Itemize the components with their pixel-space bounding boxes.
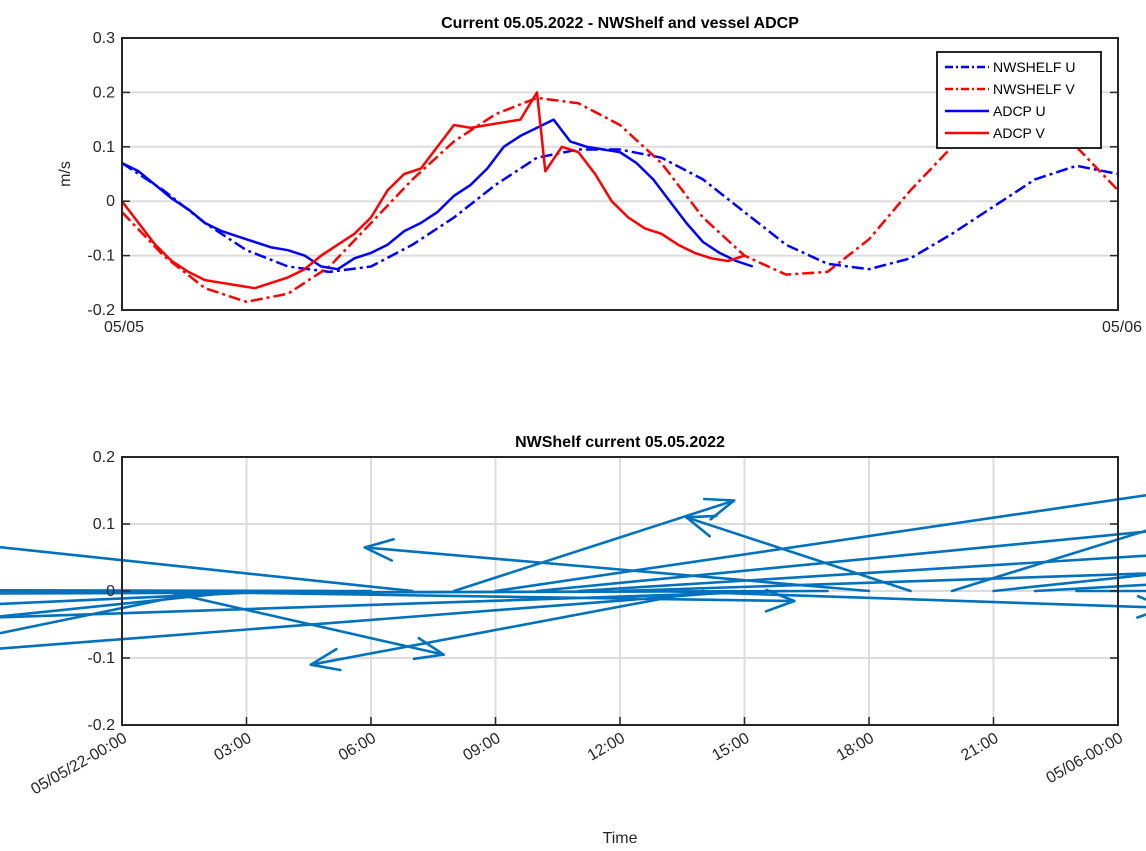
top-legend: NWSHELF U NWSHELF V ADCP U ADCP V: [936, 51, 1102, 149]
top-chart: -0.2 -0.1 0 0.1 0.2 0.3 05/05 05/06 Current 05.…: [57, 15, 1142, 336]
current-vector: [0, 589, 248, 618]
current-vector: [0, 589, 829, 595]
series-line-adcp-v: [121, 91, 745, 290]
current-vector: [992, 573, 1146, 593]
bottom-x-tick-label: 05/05/22-00:00: [28, 730, 130, 799]
bottom-y-tick-label: 0.2: [93, 449, 115, 466]
current-vector: [685, 514, 912, 593]
current-vector: [309, 589, 705, 672]
current-vector: [660, 589, 1146, 619]
current-vector: [0, 589, 373, 593]
bottom-chart: -0.2 -0.1 0 0.1 0.2 05/05/22-00:00 03:00 06:00 0…: [0, 434, 1146, 847]
top-x-tick-label: 05/05: [104, 319, 144, 336]
current-vector: [0, 589, 746, 650]
top-y-tick-label: -0.2: [87, 302, 115, 319]
series-line-nwshelf-u: [121, 148, 1119, 274]
top-y-tick-label: -0.1: [87, 248, 115, 265]
current-vector: [0, 589, 207, 635]
bottom-x-tick-label: 06:00: [336, 730, 379, 765]
bottom-y-tick-label: 0.1: [93, 516, 115, 533]
top-y-tick-label: 0: [106, 193, 115, 210]
bottom-x-tick-label: 09:00: [460, 730, 503, 765]
series-line-adcp-u: [121, 118, 754, 271]
bottom-chart-title: NWShelf current 05.05.2022: [515, 434, 725, 451]
current-vector: [577, 554, 1146, 593]
current-vector: [0, 589, 290, 606]
bottom-x-tick-label: 03:00: [211, 730, 254, 765]
top-chart-title: Current 05.05.2022 - NWShelf and vessel …: [441, 15, 799, 32]
legend-label: ADCP V: [993, 125, 1046, 141]
top-y-tick-label: 0.1: [93, 139, 115, 156]
top-y-axis-label: m/s: [57, 161, 74, 187]
bottom-y-tick-label: 0: [106, 583, 115, 600]
bottom-x-tick-label: 21:00: [958, 730, 1001, 765]
bottom-x-tick-label: 15:00: [709, 730, 752, 765]
bottom-arrows: [0, 493, 1146, 672]
legend-label: ADCP U: [993, 103, 1046, 119]
bottom-y-tick-label: -0.2: [87, 717, 115, 734]
current-vector: [0, 589, 788, 619]
legend-label: NWSHELF U: [993, 59, 1075, 75]
current-vector: [0, 545, 414, 593]
current-vector: [535, 530, 1146, 593]
current-vector: [494, 493, 1146, 593]
current-vector: [618, 572, 1146, 593]
bottom-x-tick-label: 12:00: [585, 730, 628, 765]
top-y-tick-label: 0.3: [93, 30, 115, 47]
bottom-x-tick-label: 18:00: [834, 730, 877, 765]
current-vector: [363, 537, 871, 593]
top-axes-box: [121, 37, 1119, 311]
bottom-x-axis-label: Time: [603, 830, 638, 847]
bottom-x-tick-label: 05/06-00:00: [1044, 730, 1127, 787]
legend-label: NWSHELF V: [993, 81, 1075, 97]
bottom-y-tick-label: -0.1: [87, 650, 115, 667]
top-y-tick-label: 0.2: [93, 84, 115, 101]
top-ticks: -0.2 -0.1 0 0.1 0.2 0.3 05/05 05/06: [87, 30, 1142, 336]
current-vector: [452, 497, 736, 593]
current-vector: [950, 529, 1146, 593]
top-x-tick-label: 05/06: [1102, 319, 1142, 336]
